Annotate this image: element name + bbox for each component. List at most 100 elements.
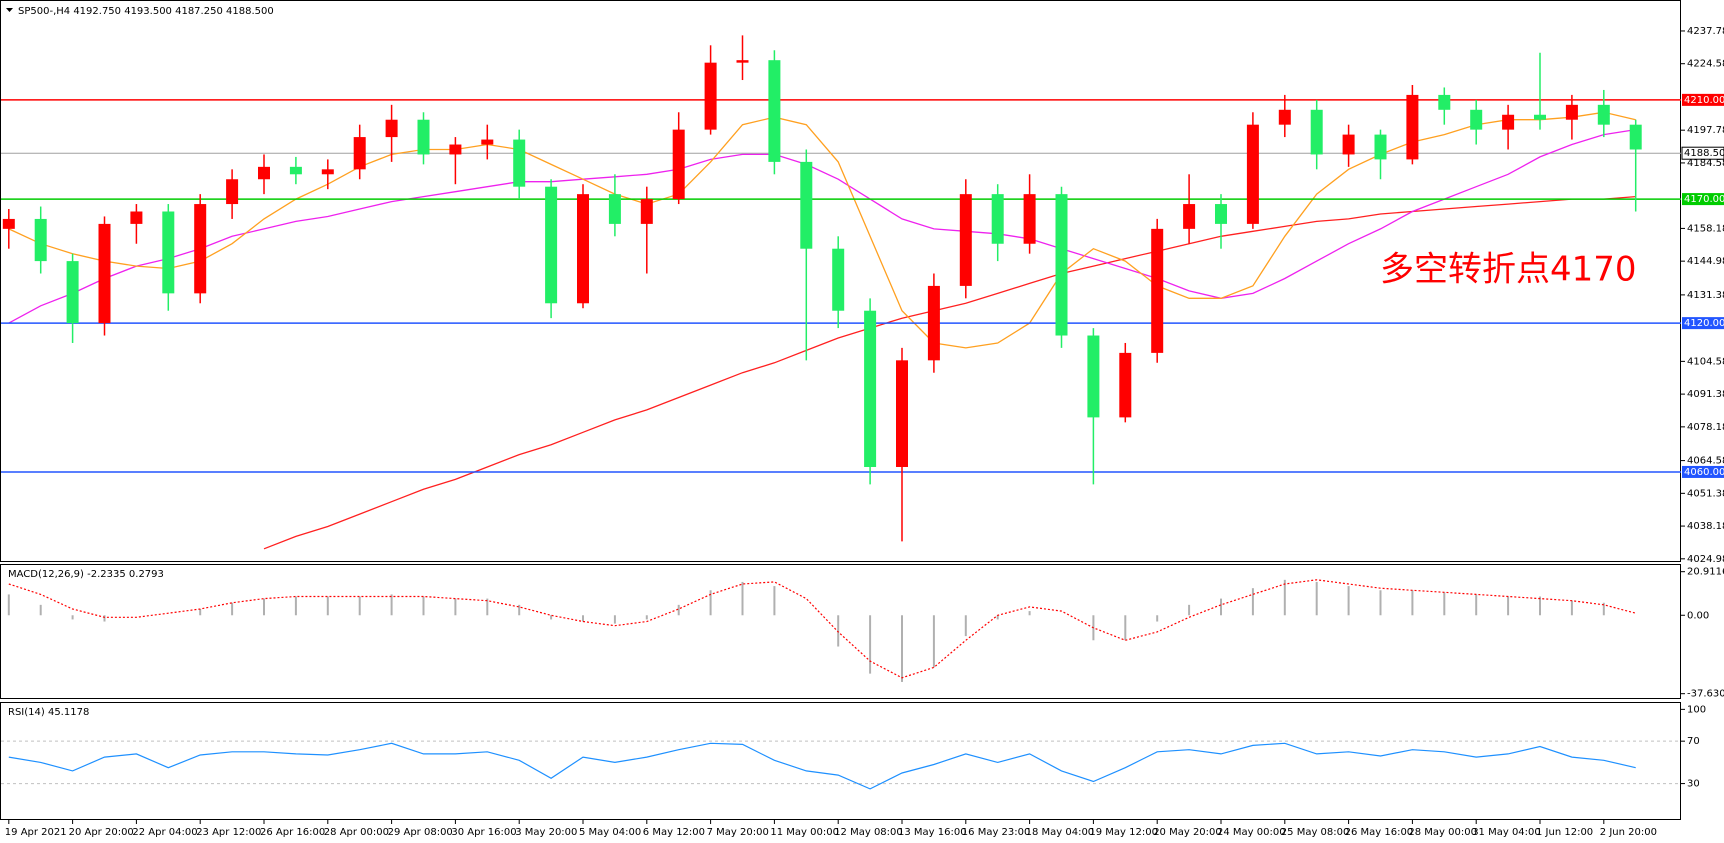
candle-body — [449, 144, 462, 155]
macd-panel — [0, 564, 1681, 699]
candle-body — [991, 194, 1004, 244]
rsi-panel — [0, 702, 1681, 820]
x-tick-label: 16 May 23:00 — [962, 827, 1031, 838]
candle-body — [1629, 124, 1642, 150]
y-tick-label: 4197.780 — [1687, 125, 1724, 136]
y-tick-label: 30 — [1687, 779, 1700, 790]
candle-body — [864, 310, 877, 467]
y-tick-label: -37.6302 — [1687, 689, 1724, 700]
candle-body — [1470, 109, 1483, 130]
level-label: 4120.000 — [1684, 318, 1724, 329]
candle-body — [1246, 124, 1259, 224]
x-tick-label: 23 Apr 12:00 — [196, 827, 261, 838]
x-tick-label: 20 Apr 20:00 — [69, 827, 134, 838]
chart-title: SP500-,H4 4192.750 4193.500 4187.250 418… — [18, 6, 274, 17]
candle-body — [1565, 104, 1578, 120]
y-tick-label: 4064.580 — [1687, 456, 1724, 467]
candle-body — [1023, 194, 1036, 244]
candle-body — [577, 194, 589, 304]
candle-body — [162, 211, 175, 294]
candle-body — [959, 194, 972, 286]
candle-body — [66, 261, 79, 324]
level-label-box — [1682, 465, 1724, 478]
moving-average — [8, 128, 1636, 324]
candle-body — [800, 161, 813, 249]
candle-body — [1119, 352, 1132, 418]
price-label-box — [1681, 146, 1724, 160]
y-tick-label: 4024.980 — [1687, 554, 1724, 565]
candle-body — [1087, 335, 1100, 418]
rsi-line — [8, 742, 1636, 790]
x-tick-label: 18 May 04:00 — [1026, 827, 1095, 838]
candle-body — [513, 139, 526, 187]
y-tick-label: 4131.380 — [1687, 290, 1724, 301]
candle-body — [2, 218, 15, 229]
y-tick-label: 4224.580 — [1687, 59, 1724, 70]
candle-body — [1278, 109, 1291, 125]
x-tick-label: 20 May 20:00 — [1153, 827, 1222, 838]
y-tick-label: 4078.180 — [1687, 422, 1724, 433]
candle-body — [608, 194, 621, 224]
candle-body — [1342, 134, 1355, 155]
moving-average — [8, 111, 1636, 349]
x-tick-label: 13 May 16:00 — [898, 827, 967, 838]
candle-body — [353, 137, 366, 170]
level-label-box — [1682, 93, 1724, 106]
candle-body — [34, 218, 47, 262]
y-tick-label: 4038.180 — [1687, 521, 1724, 532]
candle-body — [194, 204, 207, 294]
x-tick-label: 12 May 08:00 — [834, 827, 903, 838]
candle-body — [1310, 109, 1323, 155]
x-tick-label: 30 Apr 16:00 — [451, 827, 516, 838]
y-tick-label: 4091.380 — [1687, 389, 1724, 400]
main-panel — [0, 0, 1681, 562]
macd-title: MACD(12,26,9) -2.2335 0.2793 — [8, 569, 164, 580]
candle-body — [226, 179, 239, 205]
candle-body — [704, 62, 717, 130]
candle-body — [832, 248, 845, 311]
x-tick-label: 2 Jun 20:00 — [1600, 827, 1657, 838]
candle-body — [1151, 228, 1164, 353]
x-tick-label: 22 Apr 04:00 — [132, 827, 197, 838]
y-tick-label: 100 — [1687, 704, 1706, 715]
candle-body — [481, 139, 494, 145]
y-tick-label: 4051.380 — [1687, 488, 1724, 499]
annotation: 多空转折点4170 — [1380, 250, 1637, 290]
x-tick-label: 25 May 08:00 — [1281, 827, 1350, 838]
candle-body — [768, 60, 781, 162]
candle-body — [927, 285, 940, 361]
price-label: 4188.500 — [1684, 148, 1724, 159]
candle-body — [736, 60, 749, 63]
x-tick-label: 28 Apr 00:00 — [324, 827, 389, 838]
x-tick-label: 6 May 12:00 — [643, 827, 705, 838]
x-tick-label: 26 May 16:00 — [1345, 827, 1414, 838]
y-tick-label: 70 — [1687, 736, 1700, 747]
macd-signal — [8, 579, 1636, 679]
x-tick-label: 31 May 04:00 — [1472, 827, 1541, 838]
candle-body — [258, 166, 270, 180]
x-tick-label: 3 May 20:00 — [515, 827, 577, 838]
candle-body — [672, 129, 685, 200]
candle-body — [1183, 204, 1196, 229]
moving-average — [263, 195, 1636, 550]
candle-body — [1597, 104, 1610, 125]
y-tick-label: 4104.580 — [1687, 356, 1724, 367]
x-tick-label: 26 Apr 16:00 — [260, 827, 325, 838]
x-tick-label: 19 Apr 2021 — [5, 827, 67, 838]
x-tick-label: 7 May 20:00 — [707, 827, 769, 838]
candle-body — [1534, 114, 1546, 120]
level-label-box — [1682, 317, 1724, 330]
menu-icon[interactable] — [6, 8, 13, 12]
y-tick-label: 4158.180 — [1687, 223, 1724, 234]
candle-body — [417, 119, 430, 155]
x-tick-label: 11 May 00:00 — [770, 827, 839, 838]
candle-body — [289, 166, 302, 175]
x-tick-label: 29 Apr 08:00 — [388, 827, 453, 838]
candle-body — [130, 211, 143, 224]
candle-body — [896, 360, 908, 467]
rsi-title: RSI(14) 45.1178 — [8, 707, 89, 718]
candle-body — [98, 223, 111, 324]
candle-body — [385, 119, 398, 138]
